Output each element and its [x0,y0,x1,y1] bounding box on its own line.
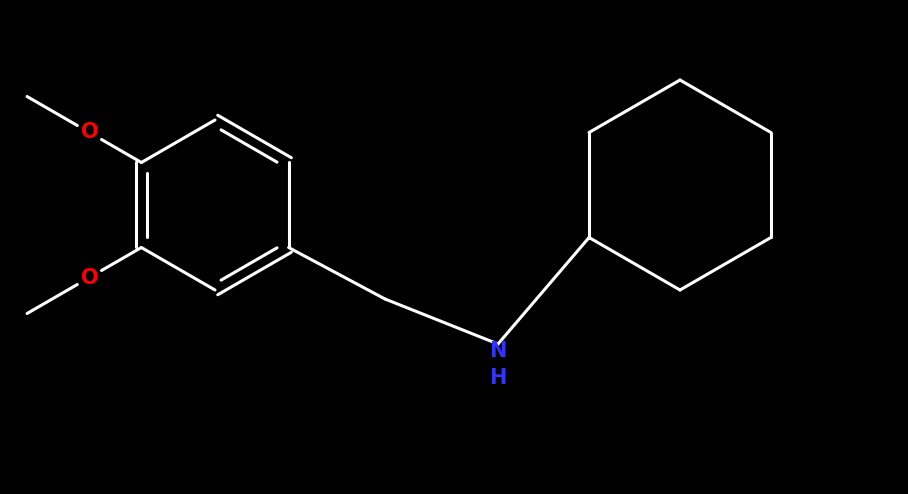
Text: O: O [81,123,98,142]
Text: O: O [81,267,98,288]
Text: H: H [489,368,507,388]
Text: N: N [489,341,507,361]
